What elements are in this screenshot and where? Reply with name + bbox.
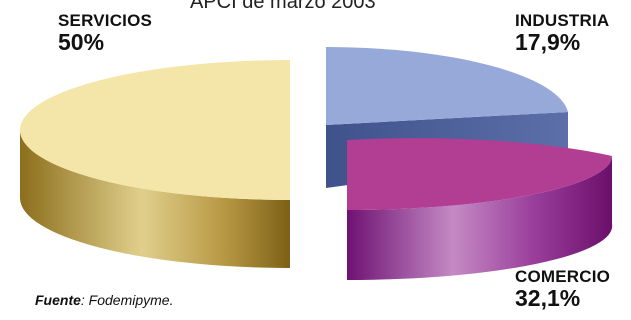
label-industria-value: 17,9% (515, 29, 581, 55)
source-note: Fuente: Fodemipyme. (35, 292, 173, 308)
pie-slice-comercio-side (347, 156, 613, 281)
label-industria: INDUSTRIA 17,9% (515, 12, 609, 54)
label-comercio-value: 32,1% (515, 285, 581, 311)
source-label: Fuente (35, 292, 81, 308)
label-servicios-name: SERVICIOS (58, 11, 153, 30)
source-text: : Fodemipyme. (80, 292, 174, 308)
pie-slice-servicios-side (20, 130, 290, 268)
pie-slice-servicios (20, 60, 290, 200)
label-industria-name: INDUSTRIA (515, 11, 610, 30)
pie-slice-comercio (347, 138, 612, 210)
label-comercio: COMERCIO 32,1% (515, 268, 610, 310)
label-comercio-name: COMERCIO (515, 267, 611, 286)
label-servicios: SERVICIOS 50% (58, 12, 152, 54)
chart-title: APCI de marzo 2003 (190, 0, 376, 13)
pie-slice-industria (326, 47, 568, 125)
label-servicios-value: 50% (58, 29, 105, 55)
